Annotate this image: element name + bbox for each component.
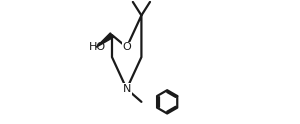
Polygon shape	[96, 33, 114, 47]
Text: HO: HO	[89, 42, 106, 52]
Text: O: O	[122, 42, 131, 52]
Text: N: N	[122, 84, 131, 94]
